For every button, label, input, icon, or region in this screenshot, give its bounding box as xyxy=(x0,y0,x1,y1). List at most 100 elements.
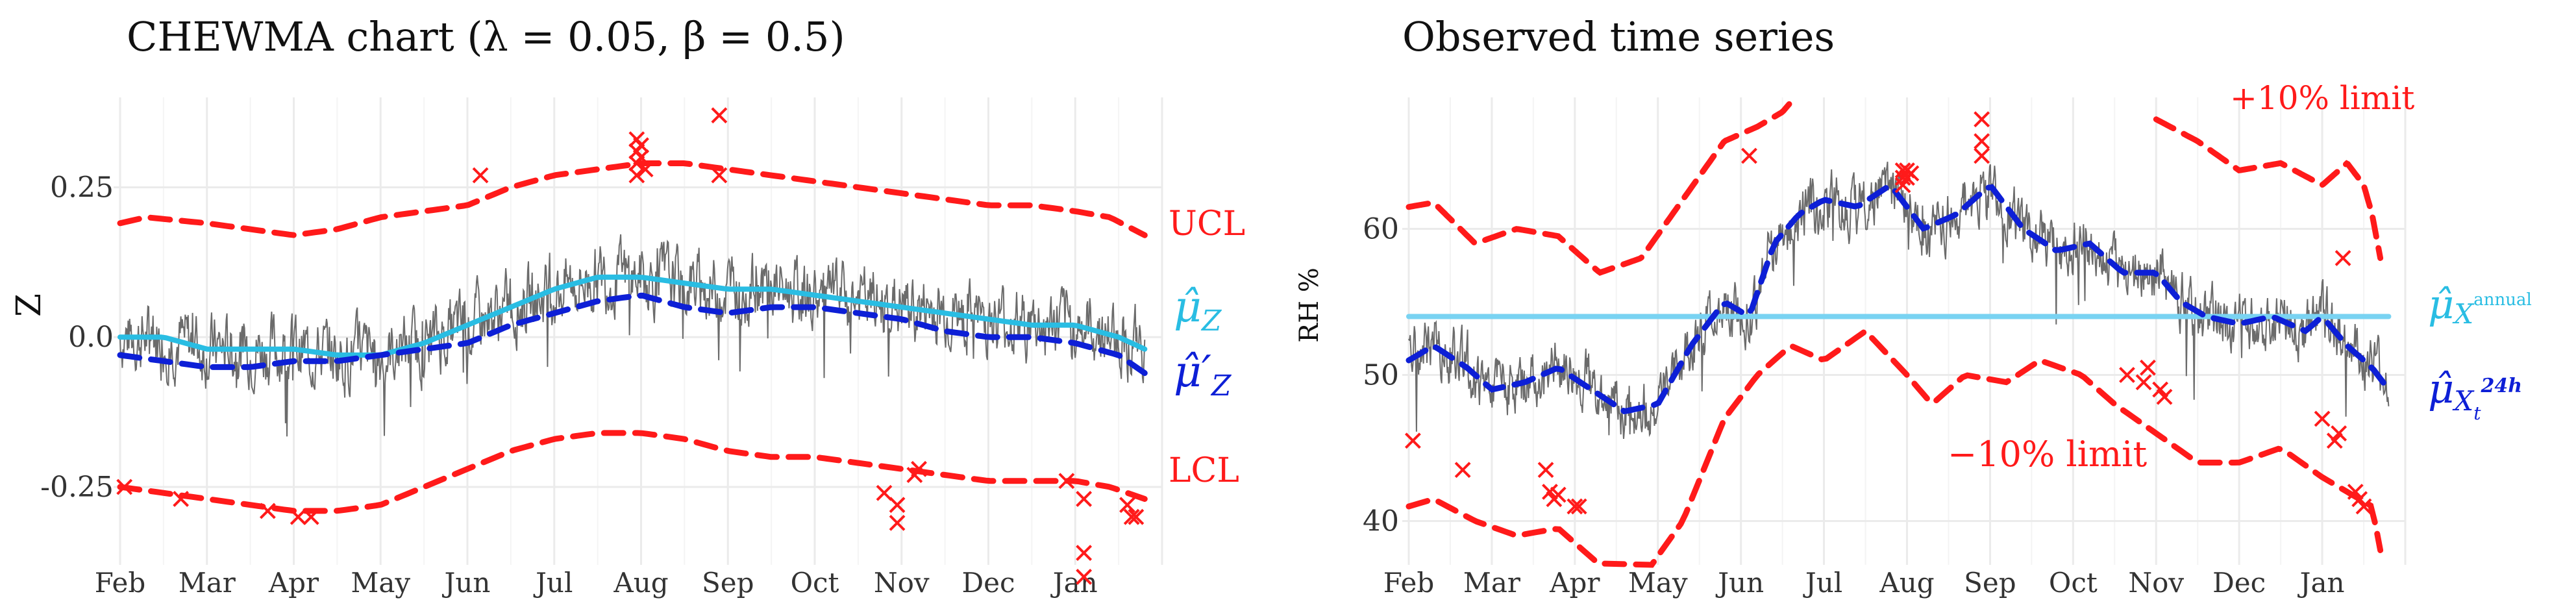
left-y-axis-label: Z xyxy=(10,293,49,317)
outlier-marker xyxy=(633,149,649,166)
outlier-marker-stroke xyxy=(472,167,489,184)
outlier-marker xyxy=(116,478,133,495)
outlier-marker xyxy=(1894,169,1911,186)
x-tick-label: Jun xyxy=(1715,567,1764,599)
outlier-marker xyxy=(290,508,306,525)
outlier-marker-stroke xyxy=(1119,497,1135,514)
y-tick-label: 40 xyxy=(1363,505,1399,538)
outlier-marker-stroke xyxy=(2140,359,2156,376)
x-tick-label: Jan xyxy=(2297,567,2345,599)
outlier-marker xyxy=(1894,177,1911,193)
mu-z-label: μ̂Z xyxy=(1174,282,1222,338)
x-tick-label: Apr xyxy=(1549,567,1600,599)
mu-z-symbol: μ̂ xyxy=(1174,282,1202,332)
outlier-marker-stroke xyxy=(1076,491,1093,507)
outlier-marker xyxy=(303,508,319,525)
outlier-marker-stroke xyxy=(1570,498,1587,515)
outlier-marker-stroke xyxy=(1974,147,1990,164)
outlier-marker-stroke xyxy=(1567,498,1583,515)
outlier-marker xyxy=(2156,388,2173,405)
series-plus10 xyxy=(1406,96,1796,276)
outlier-marker-stroke xyxy=(711,107,728,124)
outlier-marker-stroke xyxy=(2156,388,2173,405)
mu-24h-subsubscript: t xyxy=(2473,403,2481,424)
outlier-marker-stroke xyxy=(1974,133,1990,149)
right-outlier-markers xyxy=(1404,111,2372,515)
right-y-axis-label: RH % xyxy=(1294,267,1324,343)
x-tick-label: May xyxy=(351,567,410,599)
outlier-marker xyxy=(889,497,906,514)
x-tick-label: Nov xyxy=(2128,567,2184,599)
outlier-marker xyxy=(2331,425,2347,441)
mu-z-prime-subscript: Z xyxy=(1210,369,1232,403)
outlier-marker-stroke xyxy=(1128,508,1145,525)
outlier-marker-stroke xyxy=(290,508,306,525)
outlier-marker-stroke xyxy=(1894,162,1911,179)
outlier-marker xyxy=(711,167,728,184)
observed-line xyxy=(119,234,1146,437)
outlier-marker-stroke xyxy=(2326,432,2343,449)
outlier-marker-stroke xyxy=(889,514,906,531)
x-tick-label: Jun xyxy=(442,567,491,599)
outlier-marker xyxy=(2326,432,2343,449)
outlier-marker xyxy=(2140,359,2156,376)
outlier-marker xyxy=(2152,381,2169,398)
outlier-marker-stroke xyxy=(1550,486,1567,503)
left-chart-title: CHEWMA chart (λ = 0.05, β = 0.5) xyxy=(127,13,845,60)
outlier-marker xyxy=(1741,147,1757,164)
y-tick-label: 0.0 xyxy=(68,321,114,354)
outlier-marker xyxy=(1128,508,1145,525)
outlier-marker-stroke xyxy=(637,161,654,178)
outlier-marker-stroke xyxy=(876,484,893,501)
outlier-marker-stroke xyxy=(303,508,319,525)
outlier-marker-stroke xyxy=(2314,410,2331,427)
outlier-marker xyxy=(2135,374,2152,391)
left-observed-series xyxy=(119,234,1146,437)
x-tick-label: Dec xyxy=(2212,567,2266,599)
outlier-marker-stroke xyxy=(1404,432,1421,449)
outlier-marker xyxy=(1454,462,1471,478)
outlier-marker xyxy=(1076,569,1093,585)
outlier-marker xyxy=(1903,165,1920,182)
mu-24h-superscript: 24h xyxy=(2480,375,2522,397)
outlier-marker-stroke xyxy=(1454,462,1471,478)
outlier-marker xyxy=(876,484,893,501)
x-tick-label: Dec xyxy=(961,567,1015,599)
x-tick-label: Aug xyxy=(1879,567,1934,599)
outlier-marker xyxy=(628,167,645,184)
right-observed-series xyxy=(1408,161,2390,439)
outlier-marker xyxy=(1119,497,1135,514)
x-tick-label: Nov xyxy=(874,567,930,599)
series-mu_24h xyxy=(1406,182,2392,415)
series-plus10_b xyxy=(2153,116,2384,261)
series-UCL xyxy=(117,160,1148,238)
y-tick-label: 0.25 xyxy=(50,171,114,204)
outlier-marker-stroke xyxy=(1123,508,1140,525)
left-outlier-markers xyxy=(116,107,1145,585)
outlier-marker-stroke xyxy=(2334,250,2351,266)
mu-annual-superscript: annual xyxy=(2473,290,2532,310)
outlier-marker-stroke xyxy=(911,460,927,477)
outlier-marker-stroke xyxy=(2347,484,2364,500)
y-tick-label: 60 xyxy=(1363,213,1399,246)
mu-z-prime-symbol: μ̂′ xyxy=(1174,347,1211,397)
outlier-marker-stroke xyxy=(2119,367,2135,383)
series-minus10 xyxy=(1406,327,2384,568)
outlier-marker xyxy=(472,167,489,184)
outlier-marker xyxy=(2351,491,2368,508)
right-lines xyxy=(1406,96,2392,568)
outlier-marker xyxy=(259,503,276,519)
plus10-limit-label: +10% limit xyxy=(2230,79,2414,117)
mu-z-prime-label: μ̂′Z xyxy=(1174,347,1232,403)
outlier-marker xyxy=(711,107,728,124)
outlier-marker xyxy=(1550,486,1567,503)
x-tick-label: Jul xyxy=(1803,567,1842,599)
outlier-marker xyxy=(1537,462,1554,478)
outlier-marker xyxy=(1974,147,1990,164)
mu-z-subscript: Z xyxy=(1200,304,1222,338)
x-tick-label: Oct xyxy=(2049,567,2098,599)
x-tick-label: May xyxy=(1628,567,1688,599)
ucl-label: UCL xyxy=(1169,205,1245,243)
y-tick-label: -0.25 xyxy=(40,471,114,504)
